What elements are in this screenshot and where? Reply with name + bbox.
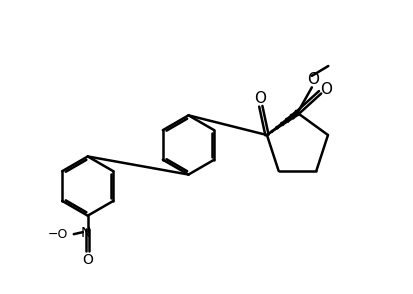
Text: O: O (82, 253, 93, 267)
Text: O: O (253, 91, 265, 106)
Polygon shape (266, 111, 298, 135)
Text: N: N (80, 226, 91, 240)
Text: −O: −O (47, 228, 67, 241)
Text: O: O (307, 72, 319, 88)
Text: O: O (320, 81, 332, 96)
